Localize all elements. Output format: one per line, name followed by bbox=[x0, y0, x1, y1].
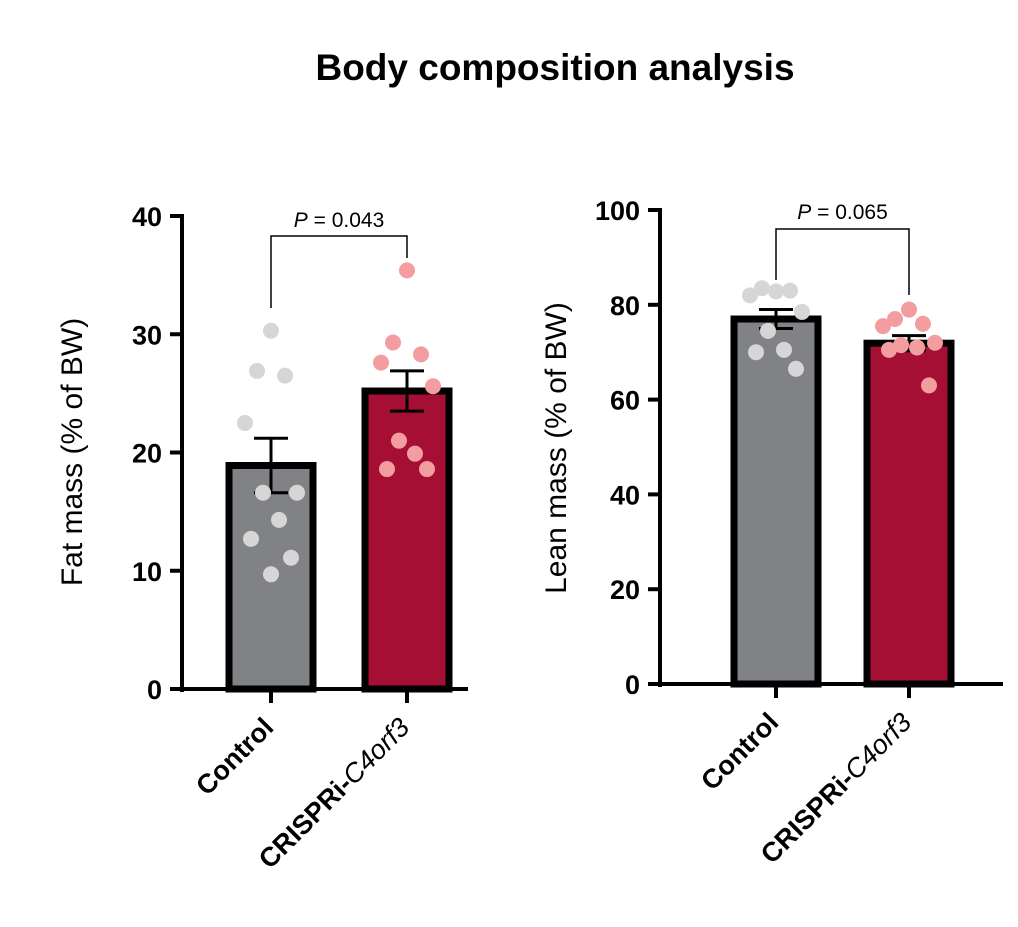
data-point bbox=[243, 530, 259, 547]
data-point bbox=[283, 549, 299, 566]
data-point bbox=[391, 432, 407, 449]
data-point bbox=[263, 322, 279, 339]
y-tick-label: 10 bbox=[132, 557, 162, 587]
y-tick-label: 40 bbox=[610, 480, 640, 510]
y-tick-label: 80 bbox=[610, 291, 640, 321]
data-point bbox=[263, 566, 279, 583]
data-point bbox=[915, 315, 931, 332]
bar bbox=[730, 315, 822, 688]
data-point bbox=[788, 360, 804, 377]
significance-bracket bbox=[775, 228, 910, 295]
data-point bbox=[271, 511, 287, 528]
y-axis-label: Lean mass (% of BW) bbox=[540, 302, 573, 594]
data-point bbox=[893, 337, 909, 354]
data-point bbox=[742, 287, 758, 304]
x-tick-label: Control bbox=[695, 707, 784, 796]
data-point bbox=[927, 334, 943, 351]
data-point bbox=[748, 344, 764, 361]
x-tick-label: CRISPRi-C4orf3 bbox=[253, 712, 415, 874]
y-tick-label: 100 bbox=[595, 196, 640, 226]
bar bbox=[361, 387, 453, 693]
data-point bbox=[782, 282, 798, 299]
data-point bbox=[768, 283, 784, 300]
data-point bbox=[419, 461, 435, 478]
data-point bbox=[760, 322, 776, 339]
data-point bbox=[881, 341, 897, 358]
data-point bbox=[289, 484, 305, 501]
data-point bbox=[887, 311, 903, 328]
y-tick-label: 0 bbox=[147, 675, 162, 705]
data-point bbox=[413, 346, 429, 363]
data-point bbox=[776, 341, 792, 358]
data-point bbox=[754, 280, 770, 297]
y-tick-label: 20 bbox=[132, 439, 162, 469]
y-tick-label: 40 bbox=[132, 202, 162, 232]
data-point bbox=[909, 339, 925, 356]
y-tick-label: 30 bbox=[132, 320, 162, 350]
data-point bbox=[255, 484, 271, 501]
x-tick-label: Control bbox=[190, 712, 279, 801]
data-point bbox=[901, 301, 917, 318]
data-point bbox=[407, 445, 423, 462]
bar bbox=[863, 339, 955, 688]
data-point bbox=[237, 414, 253, 431]
y-tick-label: 0 bbox=[625, 670, 640, 700]
p-value-label: P = 0.043 bbox=[294, 209, 385, 232]
significance-bracket bbox=[270, 235, 408, 308]
p-value-label: P = 0.065 bbox=[797, 201, 888, 224]
data-point bbox=[379, 461, 395, 478]
y-axis-label: Fat mass (% of BW) bbox=[56, 318, 89, 586]
y-tick-label: 60 bbox=[610, 386, 640, 416]
data-point bbox=[425, 378, 441, 395]
data-point bbox=[399, 262, 415, 279]
figure-title: Body composition analysis bbox=[315, 47, 794, 88]
data-point bbox=[794, 303, 810, 320]
data-point bbox=[373, 354, 389, 371]
data-point bbox=[385, 334, 401, 351]
data-point bbox=[277, 367, 293, 384]
data-point bbox=[249, 362, 265, 379]
data-point bbox=[875, 318, 891, 335]
data-point bbox=[921, 377, 937, 394]
y-tick-label: 20 bbox=[610, 575, 640, 605]
